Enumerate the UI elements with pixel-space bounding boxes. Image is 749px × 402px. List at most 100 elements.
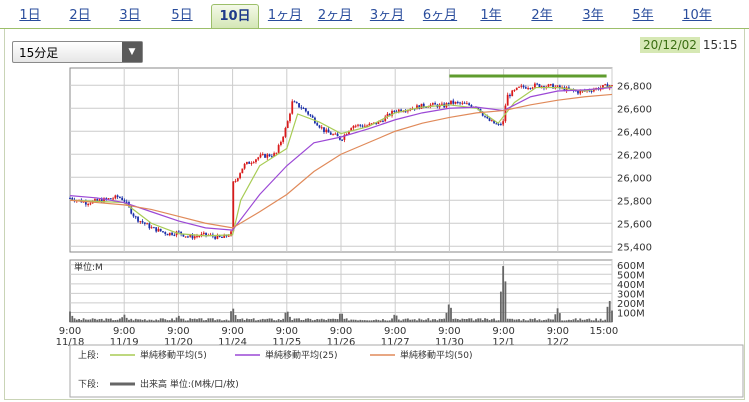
tab-0[interactable]: 1日: [19, 8, 41, 23]
candle-body: [282, 136, 285, 142]
volume-bar: [189, 318, 192, 322]
volume-bar: [357, 320, 359, 322]
candle-body: [493, 120, 495, 124]
candle-body: [196, 236, 198, 238]
tab-4[interactable]: 10日: [211, 4, 259, 29]
volume-bar: [506, 318, 509, 322]
volume-bar: [411, 319, 414, 322]
volume-bar: [166, 320, 169, 322]
tab-12[interactable]: 5年: [632, 8, 654, 23]
volume-bar: [611, 310, 613, 322]
volume-bar: [112, 320, 114, 322]
tab-11[interactable]: 3年: [582, 8, 604, 23]
volume-bar: [84, 319, 87, 322]
candle-body: [245, 161, 248, 164]
candle-body: [311, 115, 314, 118]
x-time-label: 9:00: [221, 326, 243, 337]
candle-body: [454, 101, 457, 104]
candle-body: [329, 132, 332, 135]
tab-3[interactable]: 5日: [171, 8, 193, 23]
candle-body: [579, 91, 582, 94]
candle-body: [429, 104, 432, 107]
volume-bar: [177, 315, 180, 322]
candle-body: [130, 206, 133, 214]
volume-bar: [538, 319, 541, 322]
volume-bar: [395, 315, 398, 322]
volume-bar: [379, 320, 382, 322]
candle-body: [323, 127, 325, 132]
volume-bar: [252, 318, 255, 322]
volume-bar: [202, 320, 205, 322]
volume-bar: [257, 319, 260, 322]
volume-bar: [382, 319, 384, 322]
volume-bar: [193, 318, 196, 322]
candle-body: [180, 231, 183, 235]
volume-bar: [205, 320, 207, 322]
volume-bar: [511, 318, 514, 322]
volume-bar: [416, 320, 418, 322]
tab-8[interactable]: 6ヶ月: [422, 8, 458, 23]
volume-series: [69, 266, 613, 322]
volume-bar: [307, 318, 310, 322]
tab-1[interactable]: 2日: [69, 8, 91, 23]
candle-body: [268, 154, 271, 157]
volume-bar: [522, 318, 525, 322]
volume-bar: [198, 318, 201, 322]
volume-bar: [488, 320, 491, 322]
tab-10[interactable]: 2年: [531, 8, 553, 23]
volume-bar: [100, 318, 103, 322]
legend-ma5: 単純移動平均(5): [140, 349, 207, 361]
legend-volume: 出来高 単位:(M株/口/枚): [140, 378, 239, 390]
candle-body: [461, 102, 464, 104]
volume-bar: [484, 318, 486, 322]
tab-5[interactable]: 1ヶ月: [267, 8, 303, 23]
volume-bar: [139, 319, 142, 322]
volume-bar: [348, 320, 350, 322]
volume-tick-label: 500M: [617, 270, 645, 281]
volume-bar: [540, 320, 543, 322]
volume-bar: [109, 318, 112, 322]
volume-bar: [103, 320, 105, 322]
candle-body: [236, 178, 239, 181]
x-time-label: 9:00: [492, 326, 514, 337]
interval-select[interactable]: 15分足 ▼: [12, 41, 143, 63]
candle-body: [320, 127, 323, 129]
candle-body: [397, 109, 400, 112]
volume-bar: [128, 319, 130, 322]
tab-2[interactable]: 3日: [119, 8, 141, 23]
candle-body: [255, 159, 257, 163]
candle-body: [89, 203, 92, 205]
volume-bar: [316, 319, 319, 322]
tab-13[interactable]: 10年: [682, 8, 712, 23]
volume-bar: [393, 314, 396, 322]
volume-bar: [568, 319, 570, 322]
candle-body: [511, 90, 514, 97]
volume-bar: [130, 318, 133, 322]
volume-bar: [187, 320, 189, 322]
tab-6[interactable]: 2ヶ月: [317, 8, 353, 23]
candle-body: [520, 85, 523, 87]
x-date-label: 12/2: [547, 337, 569, 348]
volume-bar: [250, 319, 253, 322]
candle-body: [153, 227, 155, 229]
tab-7[interactable]: 3ヶ月: [369, 8, 405, 23]
volume-bar: [118, 318, 121, 322]
volume-bar: [529, 318, 532, 322]
volume-bar: [332, 318, 334, 322]
x-time-label: 9:00: [113, 326, 135, 337]
candle-body: [243, 163, 246, 169]
volume-bar: [327, 318, 330, 322]
candle-body: [252, 162, 255, 164]
volume-bar: [588, 318, 591, 322]
candle-body: [71, 197, 74, 200]
volume-bar: [196, 319, 198, 322]
candle-body: [134, 216, 137, 218]
chevron-down-icon[interactable]: ▼: [122, 42, 142, 62]
candle-body: [100, 199, 103, 203]
legend-ma50: 単純移動平均(50): [400, 349, 472, 361]
volume-bar: [599, 318, 602, 322]
tab-9[interactable]: 1年: [480, 8, 502, 23]
candle-body: [96, 199, 99, 201]
volume-bar: [329, 318, 332, 322]
